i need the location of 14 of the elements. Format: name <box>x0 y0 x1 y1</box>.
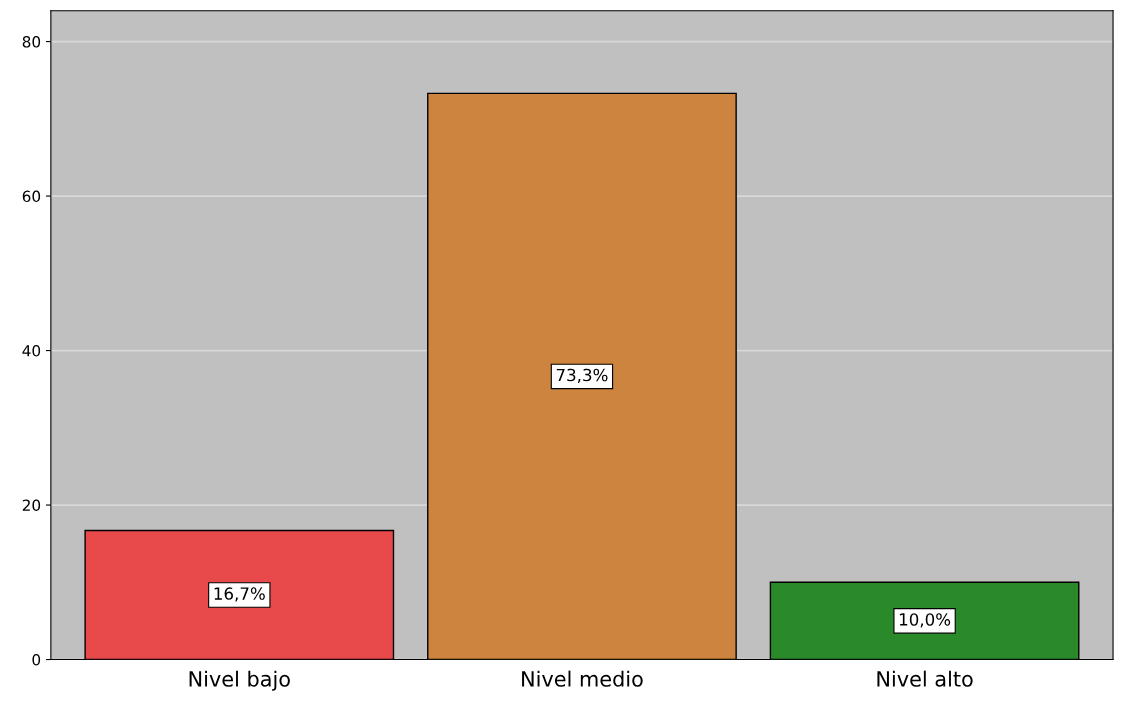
data-label: 10,0% <box>899 613 951 628</box>
y-tick-label: 80 <box>22 36 41 48</box>
y-tick-label: 20 <box>22 499 41 512</box>
x-tick-label: Nivel medio <box>522 670 643 687</box>
data-label: 73,3% <box>556 368 608 383</box>
x-tick-label: Nivel alto <box>877 670 973 687</box>
bar <box>84 529 395 660</box>
y-tick-label: 0 <box>32 653 41 666</box>
data-label: 16,7% <box>214 587 265 602</box>
bar <box>769 581 1080 660</box>
bar <box>427 92 737 660</box>
y-tick-label: 60 <box>22 190 41 203</box>
y-tick-label: 40 <box>22 345 41 357</box>
x-tick-label: Nivel bajo <box>189 670 290 691</box>
